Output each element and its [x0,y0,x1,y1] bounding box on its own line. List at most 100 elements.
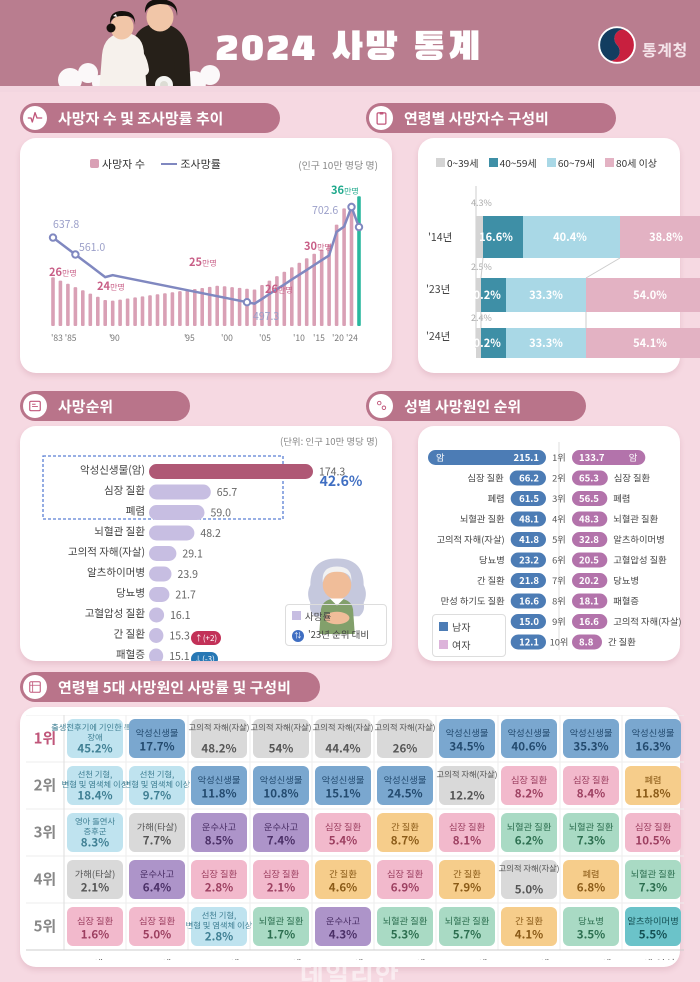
svg-text:8.7%: 8.7% [391,833,419,849]
svg-text:33.3%: 33.3% [529,287,563,303]
svg-text:'10: '10 [293,332,305,344]
svg-text:'24년: '24년 [426,329,450,344]
svg-text:41.8: 41.8 [519,532,539,546]
svg-text:8.8: 8.8 [579,634,594,648]
svg-text:215.1: 215.1 [513,450,539,464]
svg-text:2.1%: 2.1% [81,880,109,896]
svg-text:고의적 자해(자살): 고의적 자해(자살) [251,722,312,734]
svg-text:간 질환: 간 질환 [329,867,357,881]
svg-text:'95: '95 [184,332,195,344]
svg-text:'15: '15 [313,332,325,344]
svg-text:운수사고: 운수사고 [264,820,298,834]
svg-text:18.1: 18.1 [579,593,599,607]
svg-text:암: 암 [436,450,445,464]
svg-text:↓(-3): ↓(-3) [194,654,215,661]
svg-text:뇌혈관 질환: 뇌혈관 질환 [94,524,145,539]
svg-text:45.2%: 45.2% [77,741,112,757]
svg-text:5.0%: 5.0% [143,927,171,943]
svg-text:당뇨병: 당뇨병 [116,586,145,601]
svg-text:702.6: 702.6 [312,203,338,218]
svg-text:'00: '00 [221,332,233,344]
svg-text:17.7%: 17.7% [139,739,174,755]
svg-text:간 질환: 간 질환 [391,820,419,834]
svg-text:↑(+2): ↑(+2) [195,633,217,644]
svg-text:16.6: 16.6 [519,593,539,607]
svg-text:10.2%: 10.2% [467,287,501,303]
svg-text:11.8%: 11.8% [635,786,670,802]
svg-text:심장 질환: 심장 질환 [635,820,672,834]
svg-text:뇌혈관 질환: 뇌혈관 질환 [460,511,505,525]
svg-text:54.1%: 54.1% [633,335,667,351]
svg-text:고의적 자해(자살): 고의적 자해(자살) [437,769,498,781]
svg-text:29.1: 29.1 [182,547,203,562]
svg-text:운수사고: 운수사고 [326,914,360,928]
svg-text:24만명: 24만명 [97,278,125,294]
svg-text:18.4%: 18.4% [77,788,112,804]
svg-text:61.5: 61.5 [519,491,539,505]
svg-text:고혈압성 질환: 고혈압성 질환 [613,552,667,566]
svg-text:16.6%: 16.6% [479,229,513,245]
svg-text:10위: 10위 [550,634,569,648]
svg-text:3위: 3위 [552,491,566,505]
svg-text:65.3: 65.3 [579,470,599,484]
svg-text:'23년: '23년 [426,282,450,297]
svg-text:심장 질환: 심장 질환 [614,470,651,484]
svg-text:1.7%: 1.7% [267,927,295,943]
svg-text:악성신생물: 악성신생물 [136,726,179,740]
svg-text:고의적 자해(자살): 고의적 자해(자살) [613,614,681,628]
svg-text:심장 질환: 심장 질환 [77,914,114,928]
svg-text:16.3%: 16.3% [635,739,670,755]
svg-text:7.3%: 7.3% [639,880,667,896]
svg-text:8.3%: 8.3% [81,835,109,851]
svg-text:알츠하이머병: 알츠하이머병 [627,914,678,928]
svg-text:고의적 자해(자살): 고의적 자해(자살) [68,545,145,560]
svg-text:5.7%: 5.7% [453,927,481,943]
svg-text:패혈증: 패혈증 [613,593,639,607]
svg-text:고의적 자해(자살): 고의적 자해(자살) [313,722,374,734]
svg-text:40.6%: 40.6% [511,739,546,755]
svg-text:6.8%: 6.8% [577,880,605,896]
svg-text:59.0: 59.0 [211,506,232,521]
svg-text:심장 질환: 심장 질환 [139,914,176,928]
svg-text:3.5%: 3.5% [577,927,605,943]
svg-text:6.2%: 6.2% [515,833,543,849]
svg-text:뇌혈관 질환: 뇌혈관 질환 [631,867,676,881]
svg-text:40.4%: 40.4% [553,229,587,245]
svg-text:악성신생물: 악성신생물 [384,773,427,787]
svg-text:뇌혈관 질환: 뇌혈관 질환 [259,914,304,928]
svg-text:8.1%: 8.1% [453,833,481,849]
svg-text:7위: 7위 [552,573,566,587]
svg-text:알츠하이머병: 알츠하이머병 [613,532,664,546]
svg-text:2.8%: 2.8% [205,880,233,896]
svg-text:'24: '24 [346,332,358,344]
svg-text:악성신생물: 악성신생물 [446,726,489,740]
svg-text:54%: 54% [269,741,294,757]
svg-text:16.1: 16.1 [170,608,191,623]
svg-text:8.5%: 8.5% [205,833,233,849]
svg-text:20.2: 20.2 [579,573,599,587]
svg-text:21.8: 21.8 [519,573,539,587]
svg-text:4.3%: 4.3% [329,927,357,943]
svg-text:9위: 9위 [552,614,566,628]
svg-text:25만명: 25만명 [189,254,217,270]
svg-text:악성신생물: 악성신생물 [508,726,551,740]
svg-text:21.7: 21.7 [175,588,196,603]
svg-text:4위: 4위 [552,511,566,525]
svg-text:만성 하기도 질환: 만성 하기도 질환 [441,593,505,607]
svg-text:고의적 자해(자살): 고의적 자해(자살) [499,863,560,875]
svg-text:심장 질환: 심장 질환 [104,483,145,498]
svg-text:4위: 4위 [34,869,57,890]
svg-text:고의적 자해(자살): 고의적 자해(자살) [189,722,250,734]
svg-text:심장 질환: 심장 질환 [387,867,424,881]
svg-text:암: 암 [629,450,638,464]
svg-text:심장 질환: 심장 질환 [573,773,610,787]
svg-text:폐렴: 폐렴 [488,491,505,505]
svg-text:4.3%: 4.3% [471,196,492,209]
svg-text:56.5: 56.5 [579,491,599,505]
svg-text:2.8%: 2.8% [205,929,233,945]
svg-text:10.8%: 10.8% [263,786,298,802]
svg-text:'14년: '14년 [428,230,452,245]
svg-text:폐렴: 폐렴 [613,491,630,505]
svg-text:심장 질환: 심장 질환 [467,470,504,484]
svg-text:뇌혈관 질환: 뇌혈관 질환 [569,820,614,834]
